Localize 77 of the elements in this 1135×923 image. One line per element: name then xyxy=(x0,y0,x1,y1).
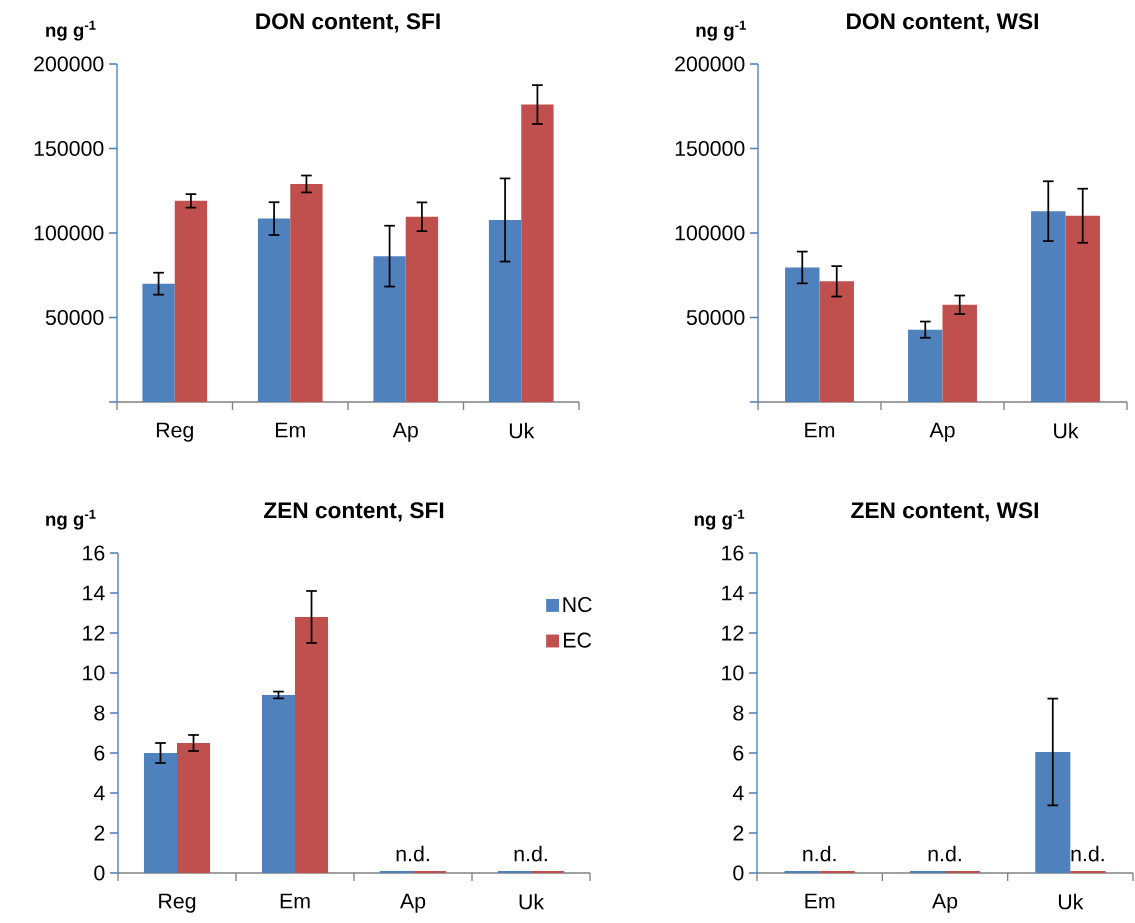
x-tick-label: Uk xyxy=(509,422,535,439)
chart-title: DON content, WSI xyxy=(847,13,1038,33)
y-tick-label: 4 xyxy=(93,785,105,801)
bar xyxy=(177,742,211,873)
y-tick-label: 10 xyxy=(722,665,744,681)
data-label: n.d. xyxy=(803,845,836,862)
bar xyxy=(373,256,406,402)
bar xyxy=(521,104,554,402)
y-tick-label: 10 xyxy=(83,665,105,681)
data-label: n.d. xyxy=(928,845,961,862)
bar xyxy=(290,183,323,402)
bar xyxy=(261,694,296,873)
chart-title: DON content, SFI xyxy=(256,13,440,33)
bar xyxy=(142,283,175,402)
x-tick-label: Ap xyxy=(392,422,418,442)
bar xyxy=(174,200,208,402)
y-tick-label: 100000 xyxy=(675,225,745,241)
data-label: n.d. xyxy=(396,845,429,862)
x-tick-label: Em xyxy=(280,893,310,909)
x-tick-label: Uk xyxy=(1054,422,1079,439)
y-tick-label: 16 xyxy=(83,545,105,561)
bar xyxy=(379,870,413,873)
y-tick-label: 0 xyxy=(94,865,105,881)
bar xyxy=(1031,211,1066,402)
x-tick-label: Reg xyxy=(159,893,196,913)
y-axis-title: ng g$^{-1}$ xyxy=(696,20,746,41)
y-axis-title: ng g$^{-1}$ xyxy=(46,20,96,41)
y-axis-title: ng g$^{-1}$ xyxy=(46,509,96,530)
y-tick-label: 0 xyxy=(733,865,744,881)
y-tick-label: 50000 xyxy=(45,309,104,326)
data-label: n.d. xyxy=(1071,845,1104,862)
x-tick-label: Reg xyxy=(156,422,193,442)
y-tick-label: 12 xyxy=(83,625,105,641)
y-tick-label: 8 xyxy=(94,705,105,721)
y-tick-label: 100000 xyxy=(34,225,104,241)
y-tick-label: 8 xyxy=(733,705,744,721)
y-tick-label: 14 xyxy=(722,585,744,601)
bar xyxy=(497,870,531,873)
y-tick-label: 150000 xyxy=(34,140,104,157)
bar xyxy=(908,329,943,402)
bar xyxy=(819,281,854,402)
chart-title: ZEN content, WSI xyxy=(851,502,1038,522)
bar xyxy=(785,267,820,402)
x-tick-label: Em xyxy=(805,422,835,438)
bar xyxy=(295,616,329,873)
bar xyxy=(942,304,977,402)
x-tick-label: Ap xyxy=(932,893,958,913)
y-tick-label: 2 xyxy=(733,825,744,841)
y-tick-label: 200000 xyxy=(675,56,745,72)
y-tick-label: 6 xyxy=(733,745,744,761)
x-tick-label: Ap xyxy=(929,422,955,442)
bar xyxy=(143,752,177,873)
y-tick-label: 4 xyxy=(732,785,744,801)
x-tick-label: Uk xyxy=(1058,893,1084,910)
bar xyxy=(531,870,565,873)
bar xyxy=(405,216,439,402)
chart-title: ZEN content, SFI xyxy=(264,502,444,522)
y-tick-label: 150000 xyxy=(675,140,745,157)
y-tick-label: 14 xyxy=(83,585,105,601)
x-tick-label: Em xyxy=(805,893,835,909)
bar xyxy=(488,219,522,402)
x-tick-label: Uk xyxy=(519,893,545,910)
legend-label: EC xyxy=(564,632,592,648)
y-tick-label: 6 xyxy=(94,745,105,761)
y-tick-label: 12 xyxy=(722,625,744,641)
x-tick-label: Ap xyxy=(400,893,426,913)
y-tick-label: 200000 xyxy=(34,56,104,72)
bar xyxy=(413,870,447,873)
bar xyxy=(257,218,291,402)
y-tick-label: 50000 xyxy=(686,309,745,326)
y-axis-title: ng g$^{-1}$ xyxy=(694,509,745,530)
legend-label: NC xyxy=(563,596,592,613)
x-tick-label: Em xyxy=(276,422,305,438)
y-tick-label: 16 xyxy=(722,545,744,561)
bar xyxy=(1065,215,1100,402)
y-tick-label: 2 xyxy=(94,825,105,841)
data-label: n.d. xyxy=(514,845,547,862)
